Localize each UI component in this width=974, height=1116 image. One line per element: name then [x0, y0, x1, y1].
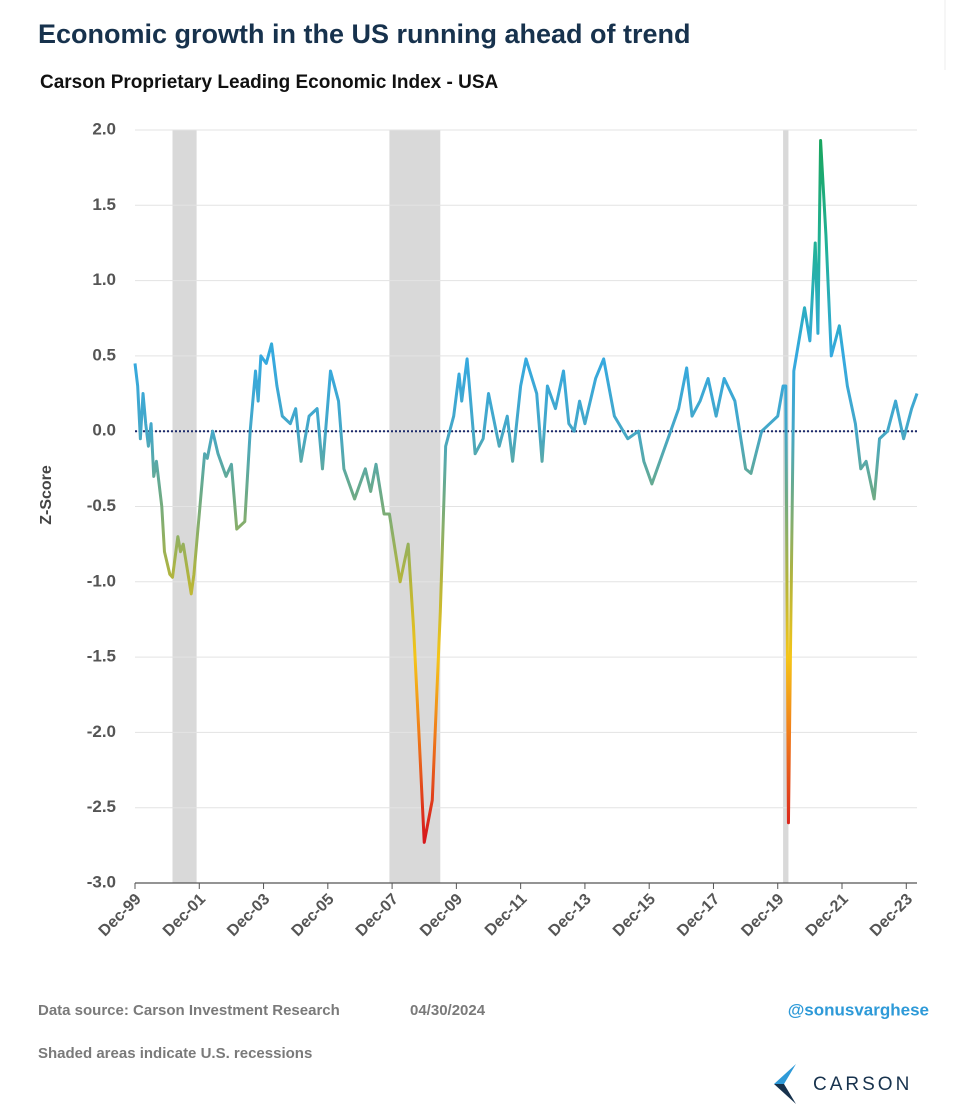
- x-tick-label: Dec-19: [738, 891, 787, 940]
- x-tick-label: Dec-07: [353, 891, 402, 940]
- y-tick-label: 1.5: [92, 195, 116, 214]
- y-tick-label: 1.0: [92, 270, 116, 289]
- brand-name: CARSON: [813, 1074, 912, 1095]
- y-tick-label: -3.0: [87, 872, 116, 891]
- y-tick-label: -2.0: [87, 722, 116, 741]
- x-tick-label: Dec-15: [610, 891, 659, 940]
- source-note: Data source: Carson Investment Research: [38, 1002, 340, 1019]
- x-tick-label: Dec-99: [96, 891, 145, 940]
- logo-shape: [774, 1064, 796, 1084]
- chart-subtitle: Carson Proprietary Leading Economic Inde…: [40, 72, 498, 93]
- y-tick-label: 0.5: [92, 345, 116, 364]
- y-tick-label: -2.5: [87, 797, 116, 816]
- y-tick-label: 0.0: [92, 421, 116, 440]
- x-tick-label: Dec-21: [803, 891, 852, 940]
- x-tick-label: Dec-11: [482, 891, 531, 940]
- recession-note: Shaded areas indicate U.S. recessions: [38, 1045, 312, 1062]
- y-tick-label: -1.5: [87, 647, 116, 666]
- y-tick-label: 2.0: [92, 119, 116, 138]
- x-tick-label: Dec-01: [160, 891, 209, 940]
- x-tick-label: Dec-05: [289, 891, 338, 940]
- handle: @sonusvarghese: [788, 1000, 929, 1019]
- chart-title: Economic growth in the US running ahead …: [38, 19, 691, 49]
- logo-shape: [774, 1084, 796, 1104]
- x-tick-label: Dec-09: [417, 891, 466, 940]
- x-tick-label: Dec-03: [224, 891, 273, 940]
- date-note: 04/30/2024: [410, 1002, 486, 1019]
- x-tick-label: Dec-17: [674, 891, 723, 940]
- brand-logo: CARSON: [774, 1064, 912, 1104]
- y-tick-label: -0.5: [87, 496, 116, 515]
- data-line: [133, 139, 919, 844]
- x-tick-label: Dec-23: [867, 891, 916, 940]
- x-tick-label: Dec-13: [546, 891, 595, 940]
- y-tick-label: -1.0: [87, 571, 116, 590]
- y-axis-label: Z-Score: [38, 465, 55, 525]
